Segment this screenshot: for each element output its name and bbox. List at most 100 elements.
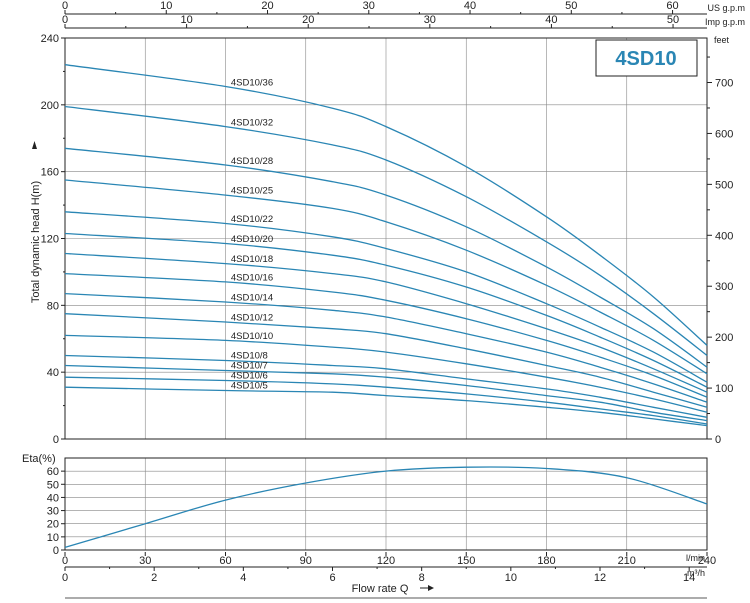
head-curve xyxy=(64,386,708,427)
head-curves xyxy=(64,64,708,427)
curve-label: 4SD10/10 xyxy=(231,331,273,342)
eta-tick-label: 50 xyxy=(47,479,59,491)
feet-tick-label: 0 xyxy=(715,434,721,446)
curve-label: 4SD10/6 xyxy=(231,371,268,382)
curve-label: 4SD10/8 xyxy=(231,351,268,362)
top-flow-axes: 0 10 20 30 40 50 60 0 10 20 30 40 50 US g.p.m Imp g.p.… xyxy=(62,0,745,29)
lmin-tick-label: 60 xyxy=(219,555,231,567)
imp-gpm-tick-label: 50 xyxy=(667,14,679,26)
head-axis-arrow-icon xyxy=(32,141,37,149)
feet-tick-label: 200 xyxy=(715,332,733,344)
feet-unit-label: feet xyxy=(714,35,730,45)
y-tick-label: 40 xyxy=(47,367,59,379)
curve-label: 4SD10/32 xyxy=(231,117,273,128)
head-curve xyxy=(64,354,708,418)
curve-label: 4SD10/28 xyxy=(231,156,273,167)
head-curve xyxy=(64,313,708,408)
head-curve xyxy=(64,292,708,403)
us-gpm-tick-label: 60 xyxy=(666,0,678,12)
head-curve xyxy=(64,105,708,357)
eta-axis-title: Eta(%) xyxy=(22,453,56,465)
eta-chart-grid xyxy=(65,458,707,550)
head-curve xyxy=(64,211,708,383)
flow-axis-arrow-icon xyxy=(420,585,434,591)
head-axis-title: Total dynamic head H(m) xyxy=(30,181,42,303)
lmin-tick-label: 180 xyxy=(537,555,555,567)
us-gpm-unit-label: US g.p.m xyxy=(707,3,745,13)
eta-tick-label: 20 xyxy=(47,519,59,531)
us-gpm-tick-label: 40 xyxy=(464,0,476,12)
feet-tick-label: 600 xyxy=(715,128,733,140)
feet-tick-label: 700 xyxy=(715,78,733,90)
feet-tick-label: 100 xyxy=(715,383,733,395)
y-tick-label: 0 xyxy=(53,434,59,446)
head-curve xyxy=(64,232,708,388)
curve-label: 4SD10/16 xyxy=(231,272,273,283)
y-tick-label: 200 xyxy=(41,100,59,112)
y-tick-label: 80 xyxy=(47,300,59,312)
curve-labels: 4SD10/36 4SD10/32 4SD10/28 4SD10/25 4SD10/22… xyxy=(231,78,273,392)
head-curve xyxy=(64,179,708,375)
curve-label: 4SD10/36 xyxy=(231,78,273,89)
eta-curve-line xyxy=(64,466,708,549)
eta-tick-label: 40 xyxy=(47,492,59,504)
feet-tick-label: 400 xyxy=(715,230,733,242)
curve-label: 4SD10/18 xyxy=(231,254,273,265)
y-tick-label: 120 xyxy=(41,234,59,246)
m3h-unit-label: m³/h xyxy=(687,568,705,578)
m3h-tick-label: 4 xyxy=(240,572,246,584)
eta-curve xyxy=(64,466,708,549)
head-curve xyxy=(64,272,708,398)
eta-tick-label: 30 xyxy=(47,506,59,518)
m3h-tick-label: 14 xyxy=(683,572,695,584)
us-gpm-tick-label: 30 xyxy=(363,0,375,12)
y-tick-label: 160 xyxy=(41,167,59,179)
imp-gpm-unit-label: Imp g.p.m xyxy=(705,17,745,27)
curve-label: 4SD10/5 xyxy=(231,381,268,392)
lmin-unit-label: l/min xyxy=(686,553,705,563)
eta-tick-label: 10 xyxy=(47,532,59,544)
curve-label: 4SD10/12 xyxy=(231,312,273,323)
head-curve xyxy=(64,364,708,422)
us-gpm-tick-label: 0 xyxy=(62,0,68,12)
model-title: 4SD10 xyxy=(615,48,676,70)
imp-gpm-tick-label: 40 xyxy=(545,14,557,26)
curve-label: 4SD10/20 xyxy=(231,234,273,245)
eta-tick-label: 0 xyxy=(53,545,59,557)
lmin-tick-label: 150 xyxy=(457,555,475,567)
curve-label: 4SD10/7 xyxy=(231,361,268,372)
m3h-tick-label: 10 xyxy=(505,572,517,584)
imp-gpm-tick-label: 30 xyxy=(424,14,436,26)
m3h-tick-label: 2 xyxy=(151,572,157,584)
feet-axis-right: 0 100 200 300 400 500 600 700 feet xyxy=(707,35,733,446)
curve-label: 4SD10/14 xyxy=(231,292,273,303)
feet-tick-label: 500 xyxy=(715,179,733,191)
lmin-tick-label: 90 xyxy=(300,555,312,567)
head-curve xyxy=(64,252,708,393)
curve-label: 4SD10/25 xyxy=(231,186,273,197)
lmin-tick-label: 30 xyxy=(139,555,151,567)
head-curve xyxy=(64,376,708,425)
m3h-tick-label: 0 xyxy=(62,572,68,584)
lmin-tick-label: 120 xyxy=(377,555,395,567)
lmin-tick-label: 240 xyxy=(698,555,716,567)
imp-gpm-tick-label: 0 xyxy=(62,14,68,26)
us-gpm-tick-label: 20 xyxy=(261,0,273,12)
m3h-tick-label: 8 xyxy=(419,572,425,584)
lmin-tick-label: 0 xyxy=(62,555,68,567)
flow-axis-title: Flow rate Q xyxy=(352,583,409,595)
imp-gpm-tick-label: 20 xyxy=(302,14,314,26)
feet-tick-label: 300 xyxy=(715,281,733,293)
eta-tick-label: 60 xyxy=(47,466,59,478)
head-curve xyxy=(64,64,708,346)
model-title-box: 4SD10 xyxy=(595,39,698,77)
y-tick-label: 240 xyxy=(41,33,59,45)
us-gpm-tick-label: 50 xyxy=(565,0,577,12)
head-curve xyxy=(64,147,708,368)
head-axis-left: 0 40 80 120 160 200 240 xyxy=(41,33,65,446)
curve-label: 4SD10/22 xyxy=(231,214,273,225)
lmin-tick-label: 210 xyxy=(618,555,636,567)
